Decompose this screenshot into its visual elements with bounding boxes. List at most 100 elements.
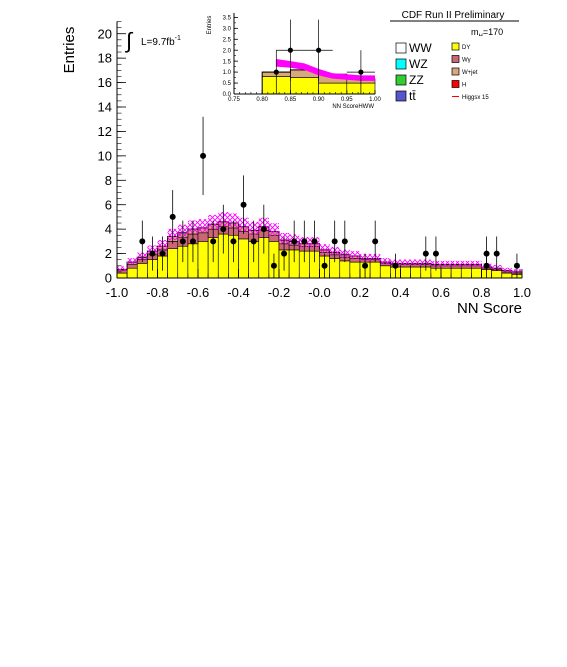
y-tick-label-3: 6: [105, 197, 112, 212]
legend-swatch-H: [451, 80, 460, 88]
main-signal-band: [117, 212, 522, 274]
legend-label-WW: WW: [409, 41, 432, 55]
lumi-text: L=9.7fb: [141, 37, 175, 48]
data-point-24: [422, 236, 429, 271]
marker-17: [311, 238, 318, 245]
y-tick-label-1: 2: [105, 246, 112, 261]
y-tick-label-2: 4: [105, 222, 112, 237]
marker-18: [321, 262, 328, 269]
bar-DY-8: [197, 241, 209, 279]
legend-label-Higgs: Higgsx 15: [462, 95, 489, 101]
x-tick-label-1: 0.80: [256, 97, 268, 103]
inset-background: [208, 8, 384, 112]
marker-20: [341, 238, 348, 245]
data-point-18: [321, 253, 328, 278]
bar-W-8: [197, 232, 209, 242]
bar-DY-23: [349, 261, 361, 279]
legend-swatch-tt: [395, 90, 407, 102]
data-point-25: [432, 236, 439, 271]
marker-2: [159, 250, 166, 257]
x-tick-label-2: -0.6: [187, 285, 209, 300]
marker-1: [149, 250, 156, 257]
x-tick-label-2: 0.85: [285, 97, 297, 103]
y-tick-label-9: 18: [98, 51, 112, 66]
x-tick-label-5: -0.0: [308, 285, 330, 300]
marker-27: [483, 250, 490, 257]
bar-DY-26: [379, 265, 391, 279]
bar-DY-2: [136, 263, 148, 279]
x-tick-label-4: -0.2: [268, 285, 290, 300]
x-tick-label-0: 0.75: [228, 97, 240, 103]
marker-14: [281, 250, 288, 257]
marker-0: [139, 238, 146, 245]
inset-data-points: [262, 19, 375, 94]
y-tick-label-8: 16: [98, 75, 112, 90]
marker-16: [301, 238, 308, 245]
bar-DY-34: [460, 267, 472, 279]
marker-24: [422, 250, 429, 257]
bar-W-23: [349, 258, 361, 263]
data-point-12: [260, 204, 267, 254]
integral-sign: ∫: [124, 28, 134, 53]
x-tick-label-9: 0.8: [472, 285, 490, 300]
marker-9: [230, 238, 237, 245]
data-point-5: [189, 220, 196, 263]
marker-6: [200, 152, 207, 159]
x-tick-label-1: -0.8: [146, 285, 168, 300]
bar-DY-29: [410, 266, 422, 279]
data-point-14: [281, 236, 288, 271]
legend-label-Wjet: W+jet: [462, 70, 478, 76]
marker-25: [432, 250, 439, 257]
title-box: CDF Run II Preliminary: [390, 10, 519, 22]
marker-13: [270, 262, 277, 269]
bar-DY-25: [369, 261, 381, 279]
signal-band-area: [276, 58, 375, 81]
data-point-22: [372, 220, 379, 263]
main-data-points: [139, 116, 520, 278]
bar-DY-1: [126, 267, 138, 279]
marker-22: [372, 238, 379, 245]
marker-8: [220, 226, 227, 233]
y-tick-label-6: 3.0: [223, 26, 232, 32]
data-point-21: [362, 253, 369, 278]
legend-entry-Wjet: W+jet: [451, 67, 478, 76]
luminosity-label: ∫ L=9.7fb-1: [124, 28, 181, 53]
bar-DY-5: [167, 248, 179, 279]
legend-label-tt: tt̄: [409, 89, 416, 103]
plot-title: CDF Run II Preliminary: [402, 10, 505, 21]
data-point-6: [200, 116, 207, 195]
marker-12: [260, 226, 267, 233]
bar-DY-3: [318, 82, 348, 95]
x-tick-label-0: -1.0: [106, 285, 128, 300]
data-point-17: [311, 220, 318, 263]
marker-23: [392, 262, 399, 269]
bar-W-15: [268, 234, 280, 242]
legend-entry-WW: WW: [395, 41, 432, 55]
bar-DY-33: [450, 267, 462, 279]
y-tick-label-5: 2.5: [223, 37, 232, 43]
y-tick-label-10: 20: [98, 26, 112, 41]
data-point-11: [250, 220, 257, 263]
data-point-3: [169, 190, 176, 244]
legend-entry-DY: DY: [451, 42, 470, 51]
legend-swatch-Wjet: [451, 67, 460, 76]
legend-label-ZZ: ZZ: [409, 73, 424, 87]
marker-4: [179, 238, 186, 245]
marker-0: [273, 69, 279, 75]
marker-15: [291, 238, 298, 245]
legend-label-H: H: [462, 83, 466, 89]
data-point-8: [220, 204, 227, 254]
x-tick-label-6: 0.2: [351, 285, 369, 300]
inset-axes: 0.75 0.80 0.85 0.90 0.95 1.00 0.0 0.5 1.0 1.5 2.0 2…: [223, 13, 381, 103]
lumi-exponent: -1: [175, 35, 181, 42]
y-tick-label-1: 0.5: [223, 81, 232, 87]
data-point-2: [159, 236, 166, 271]
data-point-0: [139, 220, 146, 263]
data-point-1: [276, 19, 305, 81]
y-tick-label-0: 0.0: [223, 92, 232, 98]
marker-29: [513, 262, 520, 269]
data-point-23: [392, 253, 399, 278]
legend-entry-tt: tt̄: [395, 89, 416, 103]
legend: WW WZ ZZ tt̄ DY Wγ W+jet H Higgsx 15: [393, 36, 500, 106]
data-point-28: [493, 236, 500, 271]
